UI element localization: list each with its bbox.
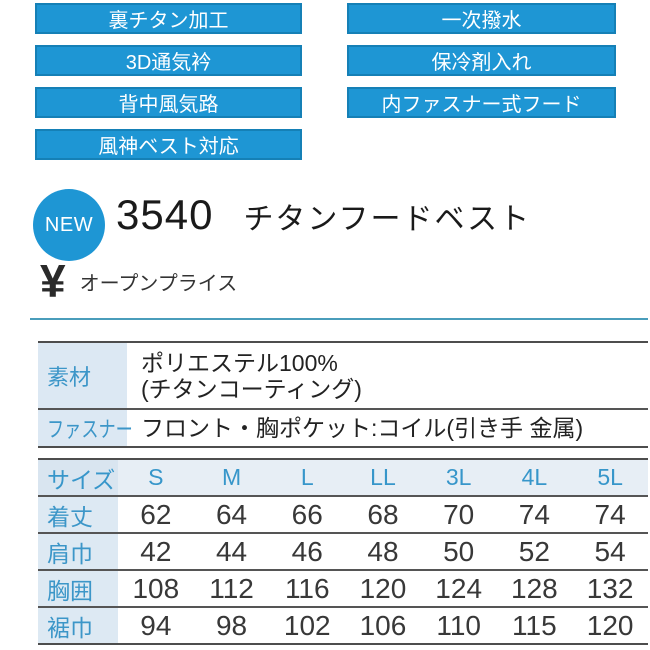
size-cell: 128 — [496, 570, 573, 607]
feature-badge: 保冷剤入れ — [347, 45, 616, 76]
size-cell: 50 — [420, 533, 497, 570]
size-cell: 124 — [420, 570, 497, 607]
size-cell: 52 — [496, 533, 573, 570]
feature-badge: 風神ベスト対応 — [35, 129, 302, 160]
size-row-label: 胸囲 — [38, 570, 118, 607]
new-badge: NEW — [33, 189, 105, 261]
spec-value-line: フロント・胸ポケット:コイル(引き手 金属) — [141, 415, 584, 441]
spec-row-fastener: ファスナー フロント・胸ポケット:コイル(引き手 金属) — [38, 408, 648, 446]
size-col-header: 3L — [420, 459, 497, 496]
size-cell: 74 — [496, 496, 573, 533]
product-code: 3540 — [116, 191, 214, 238]
size-cell: 62 — [118, 496, 194, 533]
size-cell: 46 — [269, 533, 346, 570]
size-cell: 120 — [345, 570, 421, 607]
size-cell: 42 — [118, 533, 194, 570]
price-label: オープンプライス — [79, 272, 238, 295]
size-cell: 48 — [345, 533, 421, 570]
size-col-header: L — [269, 459, 346, 496]
size-header-label: サイズ — [38, 459, 118, 496]
size-row-label: 裾巾 — [38, 607, 118, 644]
size-row: 胸囲 108 112 116 120 124 128 132 — [38, 570, 648, 607]
size-cell: 70 — [420, 496, 497, 533]
price-row: ¥ オープンプライス — [40, 258, 237, 304]
size-cell: 115 — [496, 607, 573, 644]
size-table: サイズ S M L LL 3L 4L 5L 着丈 62 64 66 68 70 … — [38, 458, 648, 645]
size-cell: 108 — [118, 570, 194, 607]
size-cell: 94 — [118, 607, 194, 644]
size-cell: 74 — [572, 496, 648, 533]
size-cell: 106 — [345, 607, 421, 644]
size-cell: 54 — [572, 533, 648, 570]
size-cell: 64 — [193, 496, 270, 533]
size-row-label: 肩巾 — [38, 533, 118, 570]
size-cell: 116 — [269, 570, 346, 607]
size-col-header: 5L — [572, 459, 648, 496]
size-cell: 68 — [345, 496, 421, 533]
size-cell: 66 — [269, 496, 346, 533]
size-header-row: サイズ S M L LL 3L 4L 5L — [38, 459, 648, 496]
size-cell: 44 — [193, 533, 270, 570]
size-cell: 120 — [572, 607, 648, 644]
spec-value-material: ポリエステル100% (チタンコーティング) — [127, 343, 648, 408]
feature-badge: 3D通気衿 — [35, 45, 302, 76]
spec-value-line: ポリエステル100% — [141, 349, 338, 376]
spec-label-material: 素材 — [38, 343, 127, 408]
size-cell: 98 — [193, 607, 270, 644]
spec-value-fastener: フロント・胸ポケット:コイル(引き手 金属) — [127, 410, 648, 446]
feature-badge: 裏チタン加工 — [35, 3, 302, 34]
divider-line — [30, 318, 648, 320]
spec-value-line: (チタンコーティング) — [141, 375, 362, 402]
spec-label-fastener: ファスナー — [38, 410, 133, 446]
size-row: 裾巾 94 98 102 106 110 115 120 — [38, 607, 648, 644]
spec-table: 素材 ポリエステル100% (チタンコーティング) ファスナー フロント・胸ポケ… — [38, 341, 648, 448]
size-col-header: S — [118, 459, 194, 496]
size-cell: 112 — [193, 570, 270, 607]
size-col-header: 4L — [496, 459, 573, 496]
size-cell: 132 — [572, 570, 648, 607]
feature-badge: 背中風気路 — [35, 87, 302, 118]
product-title: 3540 チタンフードベスト — [116, 194, 531, 236]
size-row: 肩巾 42 44 46 48 50 52 54 — [38, 533, 648, 570]
feature-badge: 内ファスナー式フード — [347, 87, 616, 118]
size-col-header: M — [193, 459, 270, 496]
size-cell: 102 — [269, 607, 346, 644]
spec-row-material: 素材 ポリエステル100% (チタンコーティング) — [38, 343, 648, 408]
size-row-label: 着丈 — [38, 496, 118, 533]
size-row: 着丈 62 64 66 68 70 74 74 — [38, 496, 648, 533]
spec-label-text: ファスナー — [47, 417, 133, 442]
size-cell: 110 — [420, 607, 497, 644]
feature-badge: 一次撥水 — [347, 3, 616, 34]
yen-symbol: ¥ — [40, 255, 66, 307]
size-col-header: LL — [345, 459, 421, 496]
product-name: チタンフードベスト — [243, 203, 532, 236]
